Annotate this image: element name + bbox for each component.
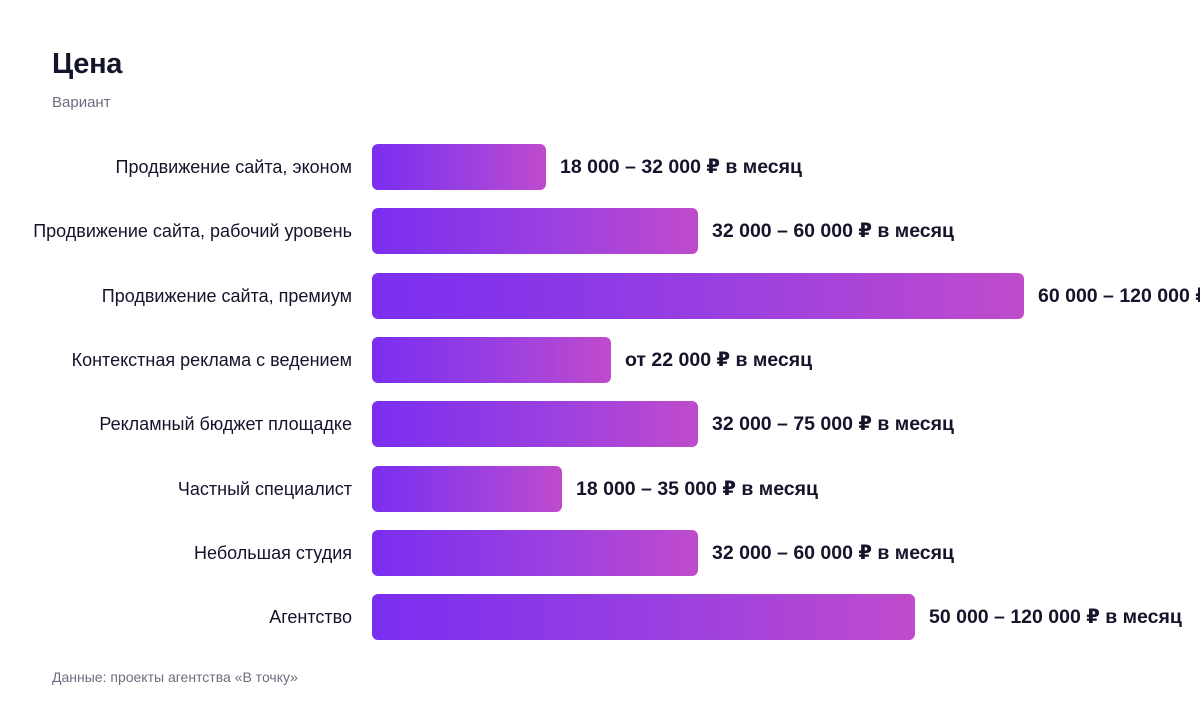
category-label-text: Небольшая студия	[194, 543, 352, 563]
category-label: Рекламный бюджет площадке	[20, 396, 352, 452]
category-label-text: Продвижение сайта, рабочий уровень	[33, 221, 352, 241]
data-source-note: Данные: проекты агентства «В точку»	[52, 669, 298, 685]
chart-title: Цена	[52, 48, 123, 80]
category-label-text: Рекламный бюджет площадке	[99, 414, 352, 434]
value-label: 18 000 – 35 000 ₽ в месяц	[576, 478, 818, 500]
category-label: Продвижение сайта, рабочий уровень	[20, 203, 352, 259]
value-label: 18 000 – 32 000 ₽ в месяц	[560, 156, 802, 178]
bar	[372, 466, 562, 512]
bar	[372, 337, 611, 383]
category-label: Контекстная реклама с ведением	[20, 332, 352, 388]
category-label-text: Контекстная реклама с ведением	[71, 350, 352, 370]
value-label: 32 000 – 75 000 ₽ в месяц	[712, 413, 954, 435]
value-label: 32 000 – 60 000 ₽ в месяц	[712, 220, 954, 242]
category-label-text: Агентство	[269, 607, 352, 627]
bar	[372, 208, 698, 254]
category-label-text: Продвижение сайта, эконом	[115, 157, 352, 177]
category-label: Небольшая студия	[20, 525, 352, 581]
bar	[372, 594, 915, 640]
category-label: Агентство	[20, 589, 352, 645]
category-label-text: Продвижение сайта, премиум	[101, 286, 352, 306]
value-label: от 22 000 ₽ в месяц	[625, 349, 813, 371]
bar	[372, 401, 698, 447]
category-label: Продвижение сайта, премиум	[20, 268, 352, 324]
bar	[372, 144, 546, 190]
bar	[372, 273, 1024, 319]
chart-subtitle: Вариант	[52, 94, 111, 111]
bar	[372, 530, 698, 576]
value-label: 32 000 – 60 000 ₽ в месяц	[712, 542, 954, 564]
value-label: 50 000 – 120 000 ₽ в месяц	[929, 606, 1182, 628]
category-label-text: Частный специалист	[177, 479, 352, 499]
category-label: Продвижение сайта, эконом	[20, 139, 352, 195]
category-label: Частный специалист	[20, 461, 352, 517]
value-label: 60 000 – 120 000 ₽ в месяц	[1038, 285, 1200, 307]
